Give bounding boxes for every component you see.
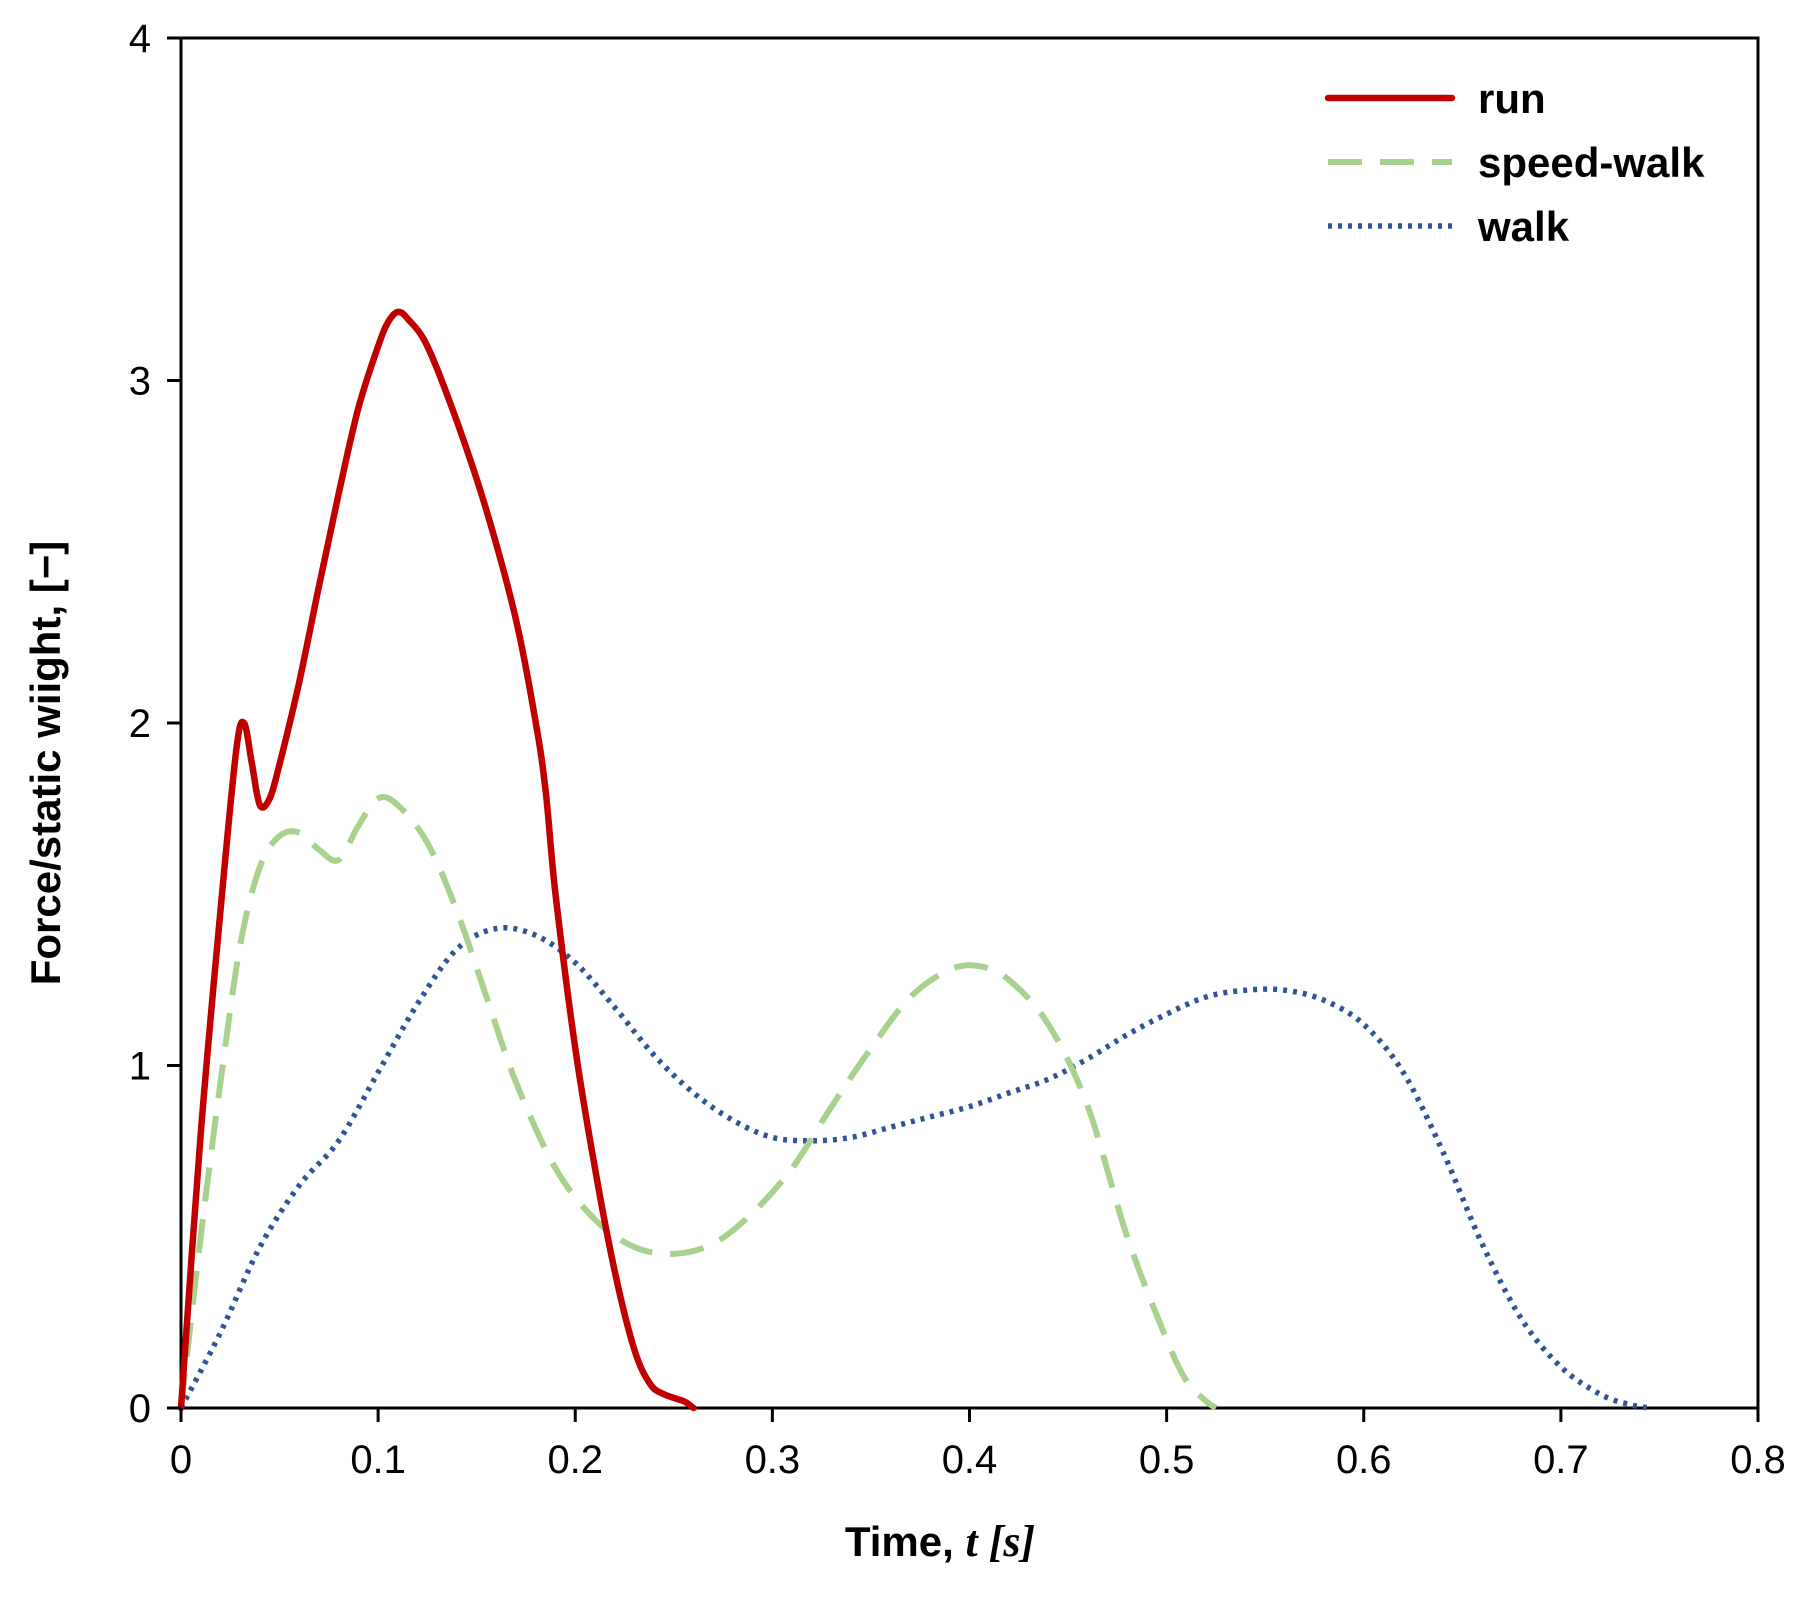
x-tick-label: 0.2 <box>547 1438 603 1482</box>
y-axis-title: Force/static wiight, [−] <box>22 541 69 986</box>
series-line-speed-walk <box>178 793 1218 1411</box>
series-line-run <box>177 308 697 1412</box>
y-axis-ticks: 0 1 2 3 4 <box>129 17 181 1431</box>
y-tick-label: 4 <box>129 17 151 61</box>
y-tick-label: 3 <box>129 360 151 404</box>
legend-label-speed-walk: speed-walk <box>1478 139 1705 186</box>
y-tick-label: 2 <box>129 702 151 746</box>
y-tick-label: 1 <box>129 1045 151 1089</box>
series-line-walk <box>178 925 1651 1411</box>
x-tick-label: 0.1 <box>350 1438 406 1482</box>
x-axis-ticks: 0 0.1 0.2 0.3 0.4 0.5 0.6 0.7 0.8 <box>170 1408 1786 1482</box>
x-tick-label: 0.7 <box>1533 1438 1589 1482</box>
legend-label-run: run <box>1478 75 1546 122</box>
x-tick-label: 0 <box>170 1438 192 1482</box>
series-layer <box>177 308 1651 1412</box>
x-tick-label: 0.3 <box>745 1438 801 1482</box>
x-tick-label: 0.5 <box>1139 1438 1195 1482</box>
x-axis-title: Time, t [s] <box>845 1517 1035 1566</box>
x-tick-label: 0.8 <box>1730 1438 1786 1482</box>
y-tick-label: 0 <box>129 1387 151 1431</box>
legend: run speed-walk walk <box>1324 75 1705 250</box>
legend-label-walk: walk <box>1477 203 1570 250</box>
x-tick-label: 0.4 <box>942 1438 998 1482</box>
x-tick-label: 0.6 <box>1336 1438 1392 1482</box>
